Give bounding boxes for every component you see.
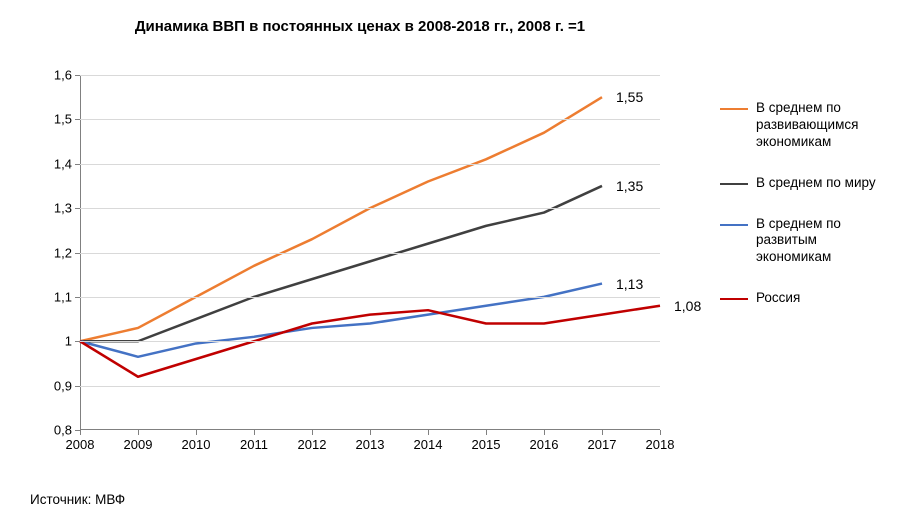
y-tick-label: 1,1 (30, 289, 72, 304)
x-tick-mark (254, 430, 255, 435)
gridline (80, 341, 660, 342)
legend-swatch (720, 224, 748, 226)
x-tick-mark (312, 430, 313, 435)
y-tick-mark (75, 75, 80, 76)
legend-entry-advanced: В среднем по развитым экономикам (720, 216, 890, 267)
y-tick-mark (75, 297, 80, 298)
chart-title: Динамика ВВП в постоянных ценах в 2008-2… (0, 18, 720, 35)
page: Динамика ВВП в постоянных ценах в 2008-2… (0, 0, 900, 519)
series-end-label-world: 1,35 (616, 178, 643, 194)
legend-swatch (720, 298, 748, 300)
x-tick-mark (196, 430, 197, 435)
x-tick-label: 2016 (530, 437, 559, 452)
gridline (80, 208, 660, 209)
x-tick-mark (370, 430, 371, 435)
gridline (80, 164, 660, 165)
x-tick-label: 2018 (646, 437, 675, 452)
y-tick-label: 1,5 (30, 112, 72, 127)
x-tick-label: 2015 (472, 437, 501, 452)
y-tick-label: 1,6 (30, 68, 72, 83)
legend-entry-world: В среднем по миру (720, 175, 890, 192)
x-tick-label: 2017 (588, 437, 617, 452)
gridline (80, 297, 660, 298)
series-end-label-russia: 1,08 (674, 298, 701, 314)
x-tick-label: 2009 (124, 437, 153, 452)
x-tick-mark (138, 430, 139, 435)
series-end-label-advanced: 1,13 (616, 276, 643, 292)
legend-entry-emerging: В среднем по развивающимся экономикам (720, 100, 890, 151)
gridline (80, 253, 660, 254)
x-tick-label: 2013 (356, 437, 385, 452)
y-tick-label: 1,2 (30, 245, 72, 260)
x-tick-mark (660, 430, 661, 435)
y-tick-mark (75, 341, 80, 342)
y-tick-mark (75, 208, 80, 209)
y-tick-label: 1,4 (30, 156, 72, 171)
x-tick-label: 2014 (414, 437, 443, 452)
source-label: Источник: МВФ (30, 492, 125, 507)
x-tick-mark (486, 430, 487, 435)
legend: В среднем по развивающимся экономикам В с… (720, 100, 890, 331)
gridline (80, 75, 660, 76)
gridline (80, 386, 660, 387)
legend-entry-russia: Россия (720, 290, 890, 307)
y-tick-label: 0,8 (30, 423, 72, 438)
x-tick-label: 2011 (240, 437, 268, 452)
y-tick-mark (75, 253, 80, 254)
legend-swatch (720, 183, 748, 185)
y-tick-label: 1 (30, 334, 72, 349)
x-tick-mark (544, 430, 545, 435)
y-tick-mark (75, 386, 80, 387)
x-tick-mark (80, 430, 81, 435)
series-line-emerging (80, 97, 602, 341)
plot-area (80, 75, 660, 430)
y-tick-label: 1,3 (30, 201, 72, 216)
y-tick-mark (75, 164, 80, 165)
x-tick-label: 2012 (298, 437, 327, 452)
y-tick-mark (75, 119, 80, 120)
x-tick-label: 2008 (66, 437, 95, 452)
gridline (80, 119, 660, 120)
chart: 0,8 0,9 1 1,1 1,2 1,3 1,4 1,5 1,6 2008 2009 2010 201… (30, 65, 705, 465)
legend-label: Россия (756, 290, 890, 307)
x-tick-mark (428, 430, 429, 435)
legend-label: В среднем по развивающимся экономикам (756, 100, 890, 151)
legend-swatch (720, 108, 748, 110)
x-tick-mark (602, 430, 603, 435)
legend-label: В среднем по миру (756, 175, 890, 192)
y-tick-label: 0,9 (30, 378, 72, 393)
series-end-label-emerging: 1,55 (616, 89, 643, 105)
legend-label: В среднем по развитым экономикам (756, 216, 890, 267)
x-tick-label: 2010 (182, 437, 211, 452)
